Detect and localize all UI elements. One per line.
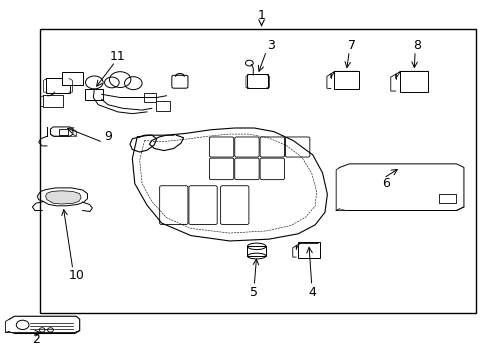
Polygon shape: [326, 74, 330, 89]
Text: 6: 6: [381, 177, 389, 190]
Bar: [247, 246, 265, 256]
FancyBboxPatch shape: [156, 102, 169, 111]
Text: 11: 11: [110, 50, 125, 63]
Polygon shape: [395, 71, 427, 78]
FancyBboxPatch shape: [46, 78, 70, 93]
FancyBboxPatch shape: [62, 72, 82, 85]
Text: 9: 9: [104, 130, 112, 144]
Bar: [40, 30, 475, 313]
Text: 2: 2: [32, 333, 40, 346]
Polygon shape: [390, 74, 395, 91]
FancyBboxPatch shape: [42, 95, 63, 107]
FancyBboxPatch shape: [399, 71, 427, 92]
Polygon shape: [296, 243, 318, 249]
FancyBboxPatch shape: [333, 71, 358, 89]
Polygon shape: [335, 167, 347, 211]
Text: 10: 10: [68, 269, 84, 282]
Text: 8: 8: [413, 39, 421, 52]
Polygon shape: [292, 246, 296, 257]
FancyBboxPatch shape: [298, 242, 319, 258]
Bar: [59, 130, 68, 135]
Polygon shape: [5, 319, 14, 333]
Text: 4: 4: [308, 287, 316, 300]
Text: 7: 7: [347, 39, 355, 52]
Text: 5: 5: [250, 287, 258, 300]
Polygon shape: [330, 71, 357, 78]
Text: 3: 3: [267, 39, 275, 52]
FancyBboxPatch shape: [85, 89, 102, 100]
FancyBboxPatch shape: [143, 93, 156, 102]
Text: 1: 1: [257, 9, 265, 22]
Bar: [438, 194, 455, 203]
Polygon shape: [45, 191, 81, 204]
FancyBboxPatch shape: [247, 74, 267, 88]
